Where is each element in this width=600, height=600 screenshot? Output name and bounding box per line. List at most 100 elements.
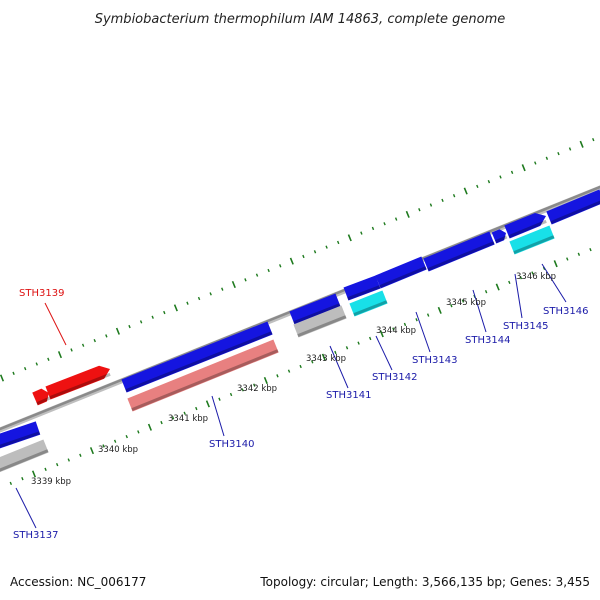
inner-tick-mark bbox=[263, 376, 268, 385]
outer-tick-mark bbox=[12, 371, 15, 375]
outer-tick-mark bbox=[70, 348, 73, 352]
outer-tick-mark bbox=[521, 164, 526, 172]
inner-tick-mark bbox=[379, 330, 384, 338]
inner-tick-mark bbox=[415, 318, 418, 322]
gene-block-3138-body bbox=[32, 388, 49, 406]
accession-text: Accession: NC_006177 bbox=[10, 575, 146, 589]
outer-tick-mark bbox=[441, 198, 444, 203]
outer-tick-mark bbox=[57, 351, 63, 359]
gene-block-3137-body bbox=[0, 421, 41, 450]
inner-tick-mark bbox=[125, 434, 128, 439]
outer-tick-mark bbox=[429, 203, 433, 207]
gene-label-sth3146: STH3146 bbox=[543, 306, 588, 317]
outer-tick-mark bbox=[209, 292, 212, 296]
outer-tick-mark bbox=[151, 315, 154, 319]
gene-block-3142 bbox=[343, 275, 381, 301]
outer-tick-mark bbox=[128, 324, 131, 329]
inner-tick-mark bbox=[241, 388, 244, 392]
gene-label-sth3145: STH3145 bbox=[503, 321, 548, 332]
leader-line-sth3137 bbox=[15, 487, 37, 529]
outer-tick-mark bbox=[499, 175, 502, 179]
gene-label-sth3142: STH3142 bbox=[372, 372, 417, 383]
outer-tick-mark bbox=[139, 320, 143, 324]
inner-tick-mark bbox=[160, 420, 163, 425]
inner-tick-mark bbox=[102, 444, 105, 448]
gene-label-sth3140: STH3140 bbox=[209, 439, 254, 450]
inner-tick-mark bbox=[205, 400, 210, 408]
outer-tick-mark bbox=[267, 268, 270, 273]
inner-tick-mark bbox=[89, 447, 95, 455]
label-leader-lines bbox=[15, 263, 567, 529]
gene-block-pink bbox=[127, 339, 279, 412]
inner-tick-mark bbox=[589, 247, 592, 252]
outer-tick-mark bbox=[418, 208, 421, 212]
inner-tick-mark bbox=[334, 350, 337, 355]
inner-tick-mark bbox=[55, 462, 59, 467]
inner-tick-mark bbox=[147, 423, 152, 431]
gene-block-3142-shade bbox=[347, 285, 381, 301]
gene-label-sth3141: STH3141 bbox=[326, 390, 371, 401]
kbp-label: 3341 kbp bbox=[168, 414, 208, 424]
outer-tick-mark bbox=[35, 362, 38, 366]
gene-block-3138 bbox=[32, 388, 51, 406]
outer-tick-mark bbox=[221, 287, 224, 291]
outer-tick-mark bbox=[534, 161, 537, 165]
inner-tick-mark bbox=[171, 416, 175, 420]
gene-block-3141-shade bbox=[293, 303, 341, 325]
inner-tick-mark bbox=[461, 299, 465, 303]
inner-tick-mark bbox=[311, 360, 314, 364]
outer-tick-mark bbox=[47, 357, 50, 361]
inner-tick-mark bbox=[519, 276, 523, 280]
inner-tick-mark bbox=[113, 439, 117, 443]
outer-tick-mark bbox=[347, 234, 352, 242]
gene-block-3144b bbox=[491, 229, 508, 244]
gene-block-3143 bbox=[375, 256, 427, 289]
kbp-label: 3340 kbp bbox=[98, 445, 138, 455]
gene-features bbox=[0, 189, 600, 474]
gene-block-grey-1-shade bbox=[0, 449, 49, 474]
gene-block-cyan-2-shade bbox=[513, 235, 555, 255]
outer-tick-mark bbox=[302, 254, 305, 259]
gene-block-pink-shade bbox=[131, 349, 279, 412]
inner-tick-mark bbox=[357, 341, 360, 345]
gene-block-3137 bbox=[0, 421, 41, 450]
leader-line-sth3139 bbox=[44, 302, 67, 346]
inner-tick-mark bbox=[195, 406, 198, 411]
outer-tick-mark bbox=[360, 231, 363, 235]
gene-block-cyan-1 bbox=[349, 290, 388, 317]
inner-tick-mark bbox=[577, 252, 581, 256]
inner-tick-mark bbox=[137, 430, 140, 434]
gene-block-3139-body bbox=[45, 365, 111, 400]
inner-tick-mark bbox=[21, 477, 24, 481]
kbp-label: 3346 kbp bbox=[516, 272, 556, 282]
leader-line-sth3145 bbox=[514, 273, 523, 319]
kbp-labels: 3339 kbp 3340 kbp 3341 kbp 3342 kbp 3343 kbp… bbox=[31, 272, 556, 487]
gene-block-3145-body bbox=[504, 212, 547, 239]
gene-block-cyan-1-body bbox=[349, 290, 388, 317]
gene-block-cyan-2-body bbox=[509, 225, 555, 255]
outer-tick-mark bbox=[592, 137, 595, 142]
outer-tick-mark bbox=[115, 327, 120, 335]
inner-tick-mark bbox=[287, 369, 291, 373]
kbp-label: 3345 kbp bbox=[446, 298, 486, 308]
map-title: Symbiobacterium thermophilum IAM 14863, … bbox=[95, 12, 506, 27]
gene-block-3142-body bbox=[343, 275, 381, 301]
outer-tick-mark bbox=[105, 334, 108, 338]
gene-block-3143-shade bbox=[379, 266, 427, 289]
outer-tick-mark bbox=[93, 338, 96, 343]
gene-label-sth3144: STH3144 bbox=[465, 335, 510, 346]
genome-summary-text: Topology: circular; Length: 3,566,135 bp… bbox=[259, 575, 590, 589]
inner-tick-mark bbox=[450, 304, 453, 308]
outer-tick-mark bbox=[463, 187, 468, 195]
kbp-label: 3343 kbp bbox=[306, 354, 346, 364]
gene-block-3144a-body bbox=[423, 231, 495, 272]
outer-tick-mark bbox=[23, 366, 27, 371]
outer-tick-mark bbox=[313, 250, 317, 254]
outer-tick-mark bbox=[0, 374, 5, 382]
inner-tick-mark bbox=[229, 392, 233, 397]
inner-tick-mark bbox=[392, 327, 395, 331]
inner-tick-mark bbox=[9, 481, 13, 486]
leader-line-sth3146 bbox=[541, 263, 567, 303]
